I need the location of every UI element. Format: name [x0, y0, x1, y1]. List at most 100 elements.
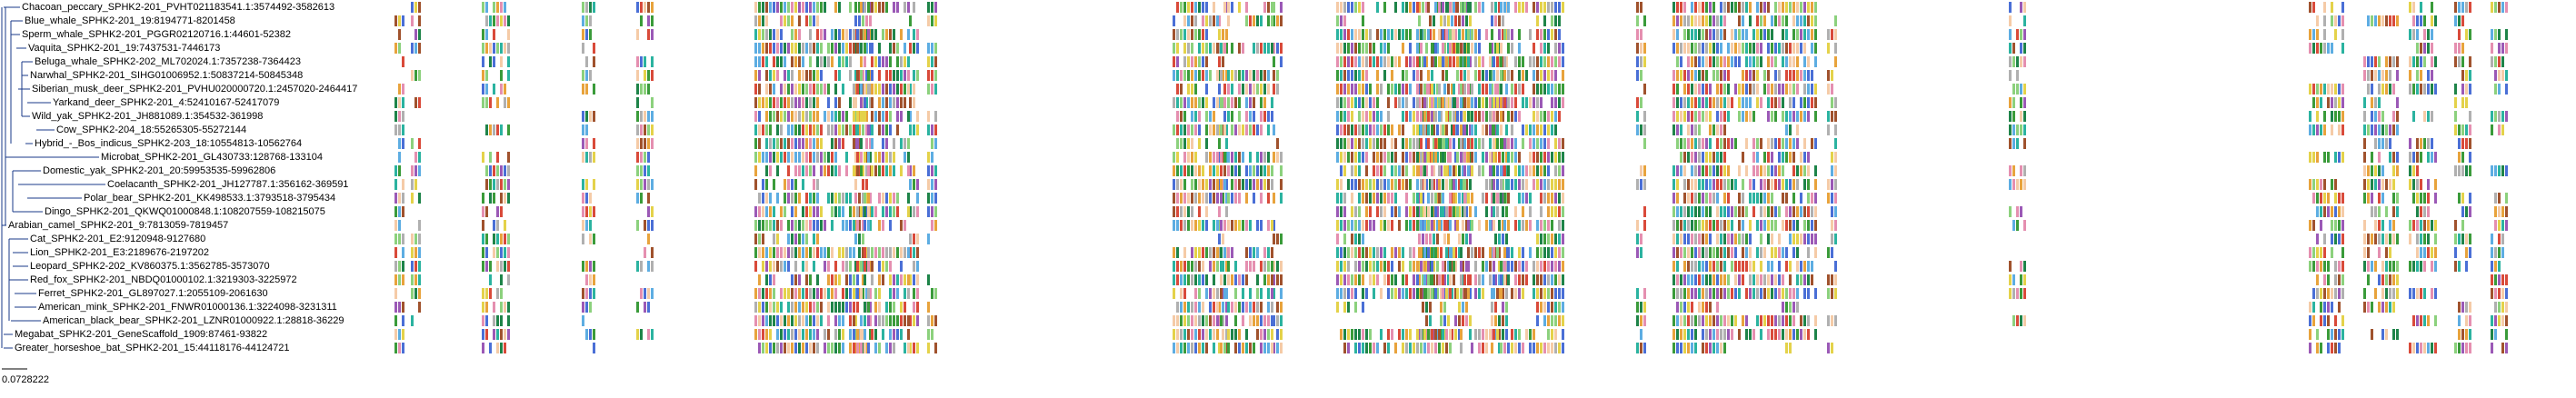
- alignment-cell: [865, 179, 868, 190]
- alignment-cell: [1536, 15, 1539, 26]
- alignment-cell: [1376, 111, 1379, 122]
- alignment-cell: [1443, 234, 1446, 244]
- alignment-cell: [489, 152, 492, 163]
- alignment-cell: [834, 124, 837, 135]
- alignment-cell: [1434, 193, 1437, 204]
- alignment-cell: [856, 261, 859, 272]
- alignment-cell: [2334, 261, 2337, 272]
- alignment-cell: [493, 193, 495, 204]
- alignment-cell: [1198, 274, 1201, 285]
- alignment-cell: [1543, 193, 1546, 204]
- alignment-cell: [1831, 70, 1833, 81]
- alignment-cell: [1238, 193, 1241, 204]
- alignment-cell: [482, 152, 484, 163]
- alignment-cell: [1231, 2, 1233, 13]
- alignment-cell: [2494, 2, 2497, 13]
- alignment-cell: [1358, 56, 1361, 67]
- alignment-cell: [820, 2, 823, 13]
- alignment-cell: [1643, 56, 1646, 67]
- alignment-cell: [1640, 29, 1642, 40]
- alignment-cell: [414, 179, 417, 190]
- alignment-cell: [1562, 97, 1564, 108]
- alignment-cell: [1191, 70, 1193, 81]
- alignment-cell: [1216, 70, 1219, 81]
- alignment-cell: [1474, 247, 1477, 258]
- alignment-cell: [1543, 179, 1546, 190]
- alignment-cell: [1709, 274, 1712, 285]
- alignment-cell: [1413, 220, 1415, 231]
- alignment-cell: [1391, 206, 1393, 217]
- alignment-cell: [1205, 206, 1208, 217]
- alignment-cell: [2363, 124, 2366, 135]
- alignment-cell: [2396, 274, 2399, 285]
- alignment-cell: [1554, 234, 1557, 244]
- alignment-cell: [1503, 274, 1506, 285]
- alignment-cell: [1672, 97, 1675, 108]
- alignment-cell: [1536, 261, 1539, 272]
- alignment-cell: [1834, 220, 1837, 231]
- alignment-cell: [805, 234, 808, 244]
- alignment-cell: [1423, 179, 1426, 190]
- alignment-cell: [798, 247, 801, 258]
- alignment-cell: [1416, 2, 1419, 13]
- alignment-cell: [1420, 288, 1423, 299]
- alignment-cell: [1562, 220, 1564, 231]
- alignment-cell: [860, 206, 863, 217]
- alignment-cell: [827, 165, 830, 176]
- alignment-cell: [1474, 261, 1477, 272]
- alignment-cell: [1173, 15, 1175, 26]
- alignment-cell: [1742, 220, 1744, 231]
- alignment-cell: [858, 15, 861, 26]
- alignment-cell: [1391, 138, 1393, 149]
- alignment-cell: [589, 70, 592, 81]
- alignment-cell: [1543, 15, 1546, 26]
- alignment-cell: [1354, 165, 1357, 176]
- alignment-cell: [1354, 152, 1357, 163]
- alignment-cell: [1767, 152, 1770, 163]
- alignment-cell: [504, 261, 506, 272]
- alignment-cell: [1482, 111, 1484, 122]
- alignment-cell: [2323, 193, 2326, 204]
- alignment-cell: [1558, 138, 1561, 149]
- alignment-cell: [2378, 234, 2381, 244]
- alignment-cell: [794, 234, 797, 244]
- alignment-cell: [1245, 84, 1248, 95]
- alignment-cell: [1380, 165, 1383, 176]
- leaf-label: Chacoan_peccary_SPHK2-201_PVHT021183541.…: [22, 2, 334, 13]
- alignment-cell: [864, 206, 866, 217]
- alignment-cell: [1687, 84, 1690, 95]
- alignment-cell: [2363, 261, 2366, 272]
- alignment-cell: [754, 261, 757, 272]
- alignment-cell: [1231, 247, 1233, 258]
- alignment-cell: [1231, 84, 1233, 95]
- alignment-cell: [1680, 274, 1682, 285]
- alignment-cell: [1365, 247, 1368, 258]
- alignment-cell: [1340, 84, 1343, 95]
- alignment-cell: [2498, 84, 2501, 95]
- alignment-cell: [798, 165, 801, 176]
- alignment-cell: [1191, 111, 1193, 122]
- alignment-cell: [1796, 179, 1799, 190]
- alignment-cell: [1785, 111, 1788, 122]
- alignment-cell: [1183, 138, 1186, 149]
- alignment-cell: [1712, 70, 1715, 81]
- alignment-cell: [414, 2, 417, 13]
- alignment-cell: [1540, 274, 1543, 285]
- alignment-cell: [1551, 111, 1553, 122]
- alignment-cell: [1763, 2, 1766, 13]
- alignment-cell: [593, 261, 595, 272]
- alignment-cell: [1709, 261, 1712, 272]
- alignment-cell: [842, 206, 844, 217]
- alignment-cell: [931, 138, 934, 149]
- alignment-cell: [1409, 288, 1412, 299]
- alignment-cell: [1796, 288, 1799, 299]
- alignment-cell: [1376, 274, 1379, 285]
- alignment-cell: [1807, 165, 1810, 176]
- alignment-cell: [1511, 179, 1513, 190]
- alignment-cell: [1807, 288, 1810, 299]
- alignment-cell: [2431, 2, 2433, 13]
- alignment-cell: [418, 70, 421, 81]
- alignment-cell: [784, 2, 786, 13]
- alignment-cell: [2371, 261, 2373, 272]
- alignment-cell: [647, 234, 650, 244]
